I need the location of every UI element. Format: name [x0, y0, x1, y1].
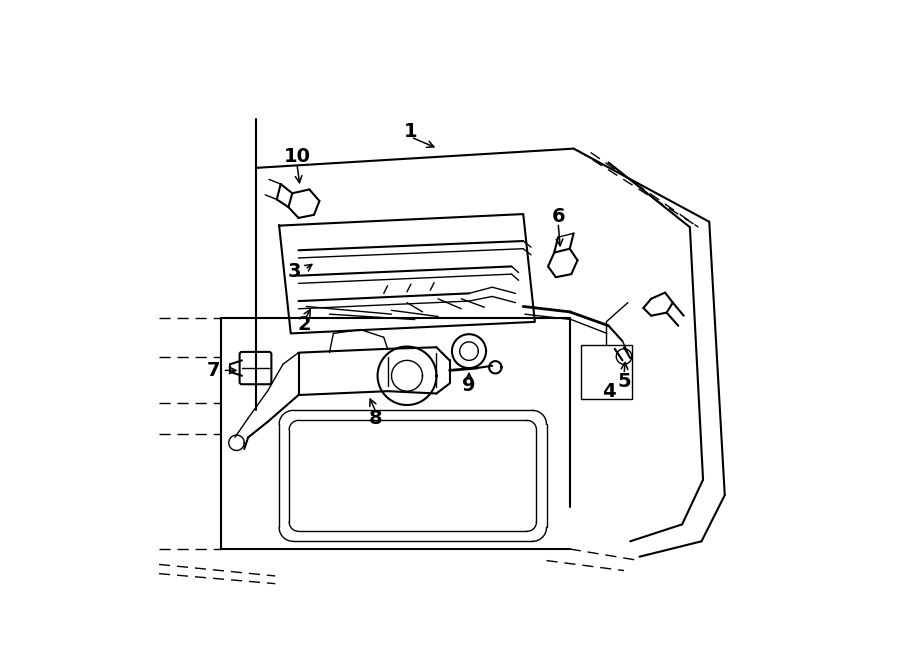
Text: 9: 9 [463, 376, 476, 395]
Text: 8: 8 [369, 408, 382, 428]
Text: 5: 5 [617, 371, 631, 391]
Text: 3: 3 [288, 262, 302, 282]
Text: 1: 1 [404, 122, 418, 141]
Text: 7: 7 [206, 361, 220, 380]
FancyBboxPatch shape [239, 352, 272, 384]
Text: 2: 2 [298, 315, 311, 334]
Bar [581, 345, 632, 399]
Text: 10: 10 [284, 147, 310, 166]
Text: 6: 6 [552, 207, 565, 226]
Text: 4: 4 [602, 381, 616, 401]
